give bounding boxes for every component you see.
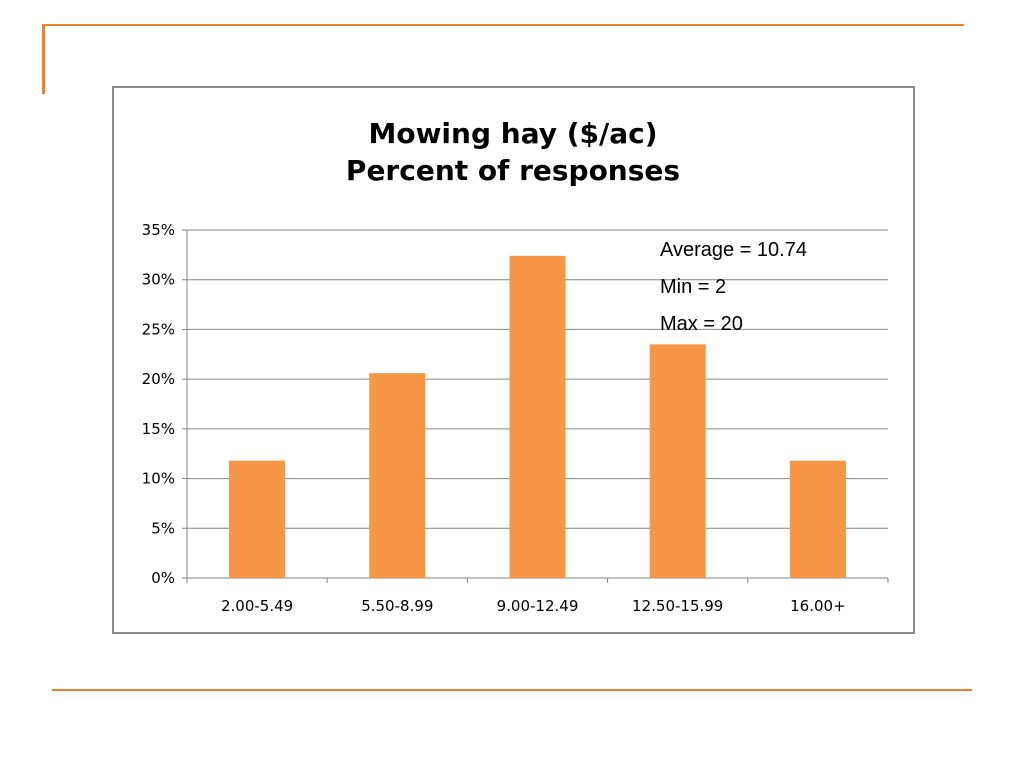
- y-tick-label: 15%: [142, 420, 175, 438]
- y-tick-label: 0%: [151, 569, 175, 587]
- x-tick-label: 2.00-5.49: [221, 597, 293, 615]
- bar-3: [509, 255, 566, 578]
- bar-1: [229, 460, 286, 578]
- bar-4: [649, 344, 706, 578]
- x-tick-label: 16.00+: [790, 597, 846, 615]
- bar-chart: Mowing hay ($/ac) Percent of responses 0% 5…: [142, 117, 889, 615]
- y-tick-label: 30%: [142, 271, 175, 289]
- left-accent-line: [42, 24, 45, 94]
- x-tick-label: 5.50-8.99: [361, 597, 433, 615]
- y-tick-label: 10%: [142, 470, 175, 488]
- y-tick-label: 5%: [151, 519, 175, 537]
- bar-2: [369, 373, 426, 578]
- x-tick-label: 9.00-12.49: [497, 597, 579, 615]
- bottom-accent-line: [52, 689, 972, 691]
- stats-annotation-line-2: Min = 2: [660, 276, 726, 298]
- chart-title-line-2: Percent of responses: [346, 154, 680, 187]
- top-accent-line: [42, 24, 964, 26]
- stats-annotation-line-3: Max = 20: [660, 313, 743, 335]
- y-tick-label: 20%: [142, 370, 175, 388]
- y-tick-label: 35%: [142, 221, 175, 239]
- bar-5: [789, 460, 846, 578]
- y-tick-label: 25%: [142, 320, 175, 338]
- x-tick-label: 12.50-15.99: [632, 597, 723, 615]
- chart-title-line-1: Mowing hay ($/ac): [368, 117, 657, 150]
- chart-frame: Mowing hay ($/ac) Percent of responses 0% 5…: [112, 86, 915, 634]
- stats-annotation-line-1: Average = 10.74: [660, 239, 807, 261]
